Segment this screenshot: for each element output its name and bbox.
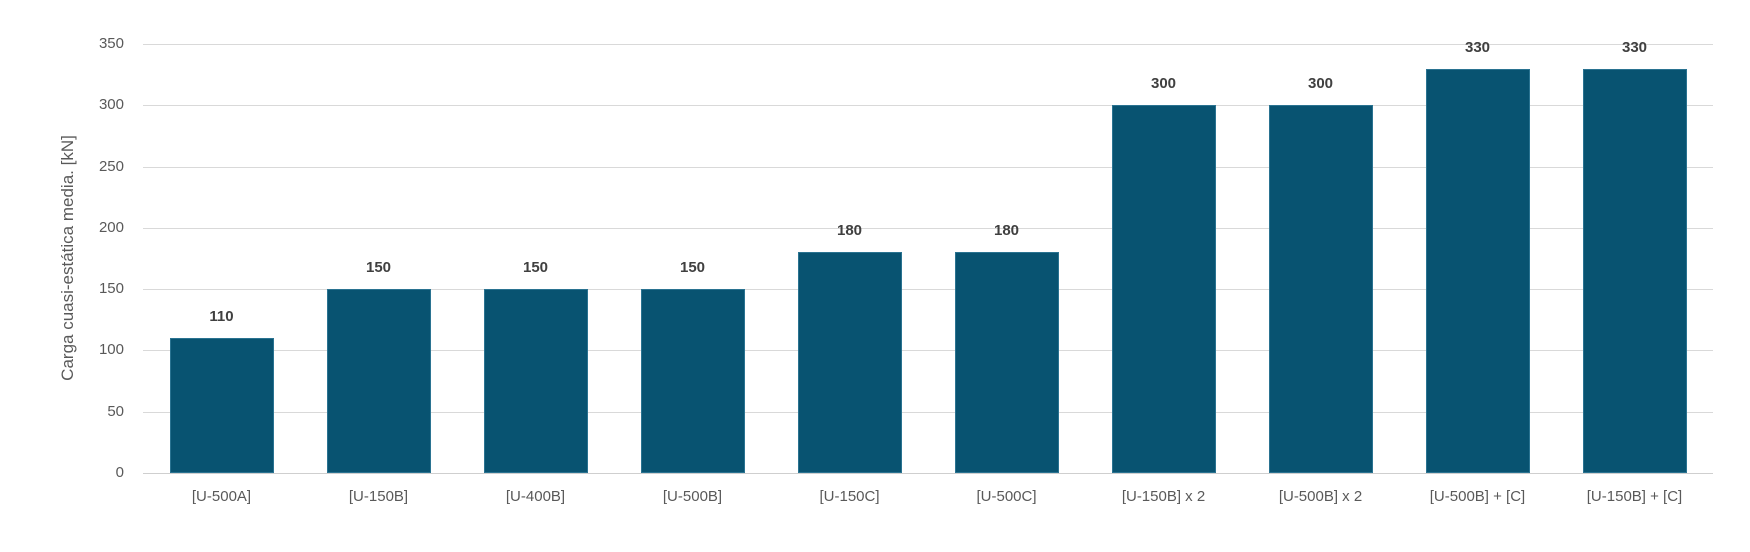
data-label: 150 — [679, 259, 706, 277]
bar — [954, 252, 1059, 473]
y-tick-label: 200 — [98, 218, 124, 236]
bar — [1425, 68, 1530, 473]
gridline — [143, 473, 1713, 474]
bar — [1582, 68, 1687, 473]
y-tick-label: 50 — [107, 402, 124, 420]
data-label: 300 — [1150, 75, 1177, 93]
y-tick-label: 300 — [98, 96, 124, 114]
x-tick-label: [U-500B] x 2 — [1278, 488, 1363, 505]
bar — [1111, 105, 1216, 473]
x-tick-label: [U-500A] — [191, 488, 252, 505]
x-tick-label: [U-150B] + [C] — [1586, 488, 1683, 505]
y-tick-label: 0 — [115, 464, 124, 481]
bar — [1268, 105, 1373, 473]
y-tick-label: 350 — [98, 35, 124, 52]
x-tick-label: [U-500C] — [976, 488, 1037, 505]
data-label: 150 — [365, 259, 392, 277]
y-tick-label: 250 — [98, 157, 124, 175]
data-label: 110 — [209, 308, 234, 326]
gridline — [143, 350, 1713, 351]
gridline — [143, 105, 1713, 106]
bar — [640, 289, 745, 473]
data-label: 330 — [1621, 38, 1648, 56]
x-tick-label: [U-150B] x 2 — [1121, 488, 1206, 505]
x-tick-label: [U-500B] — [662, 488, 723, 505]
bar — [169, 338, 274, 473]
data-label: 180 — [993, 222, 1020, 240]
data-label: 150 — [522, 259, 549, 277]
x-tick-label: [U-500B] + [C] — [1429, 488, 1526, 505]
x-tick-label: [U-400B] — [505, 488, 566, 505]
data-label: 330 — [1464, 38, 1491, 56]
x-tick-label: [U-150C] — [819, 488, 880, 505]
gridline — [143, 289, 1713, 290]
y-tick-label: 100 — [98, 341, 124, 359]
gridline — [143, 228, 1713, 229]
data-label: 300 — [1307, 75, 1334, 93]
gridline — [143, 167, 1713, 168]
gridline — [143, 412, 1713, 413]
bar — [797, 252, 902, 473]
bar — [483, 289, 588, 473]
x-tick-label: [U-150B] — [348, 488, 409, 505]
y-axis-title: Carga cuasi-estática media. [kN] — [58, 135, 77, 381]
bar — [326, 289, 431, 473]
data-label: 180 — [836, 222, 863, 240]
y-tick-label: 150 — [98, 280, 124, 298]
gridline — [143, 44, 1713, 45]
